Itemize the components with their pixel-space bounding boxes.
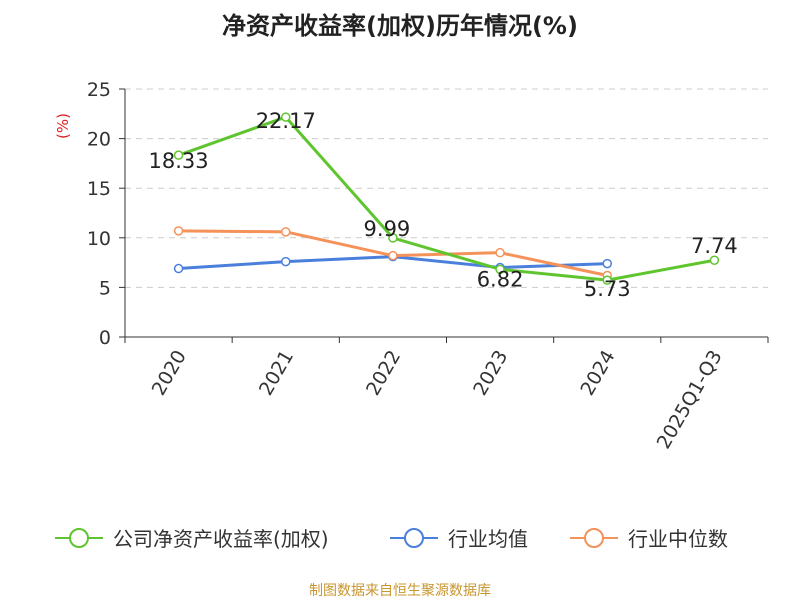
y-tick-label: 0 xyxy=(99,327,111,349)
data-point xyxy=(495,264,505,275)
series-line xyxy=(178,115,715,282)
legend-marker xyxy=(404,528,424,548)
data-label: 18.33 xyxy=(149,149,209,173)
data-point xyxy=(173,150,184,160)
legend-label: 行业中位数 xyxy=(628,527,728,551)
x-tick-label: 2023 xyxy=(469,347,512,400)
data-point xyxy=(281,112,291,122)
data-point xyxy=(709,255,720,265)
data-label: 22.17 xyxy=(256,109,316,133)
x-tick-label: 2020 xyxy=(148,347,191,400)
y-axis-label: (%) xyxy=(54,113,72,139)
data-label: 9.99 xyxy=(364,217,411,241)
data-point xyxy=(281,256,291,267)
x-tick-label: 2021 xyxy=(255,347,298,400)
series-lines xyxy=(173,112,720,285)
legend-marker xyxy=(69,528,89,548)
grid-lines xyxy=(125,88,768,288)
data-label: 6.82 xyxy=(477,267,524,291)
data-point xyxy=(495,247,505,258)
x-tick-label: 2022 xyxy=(362,347,405,400)
y-tick-label: 15 xyxy=(87,178,111,200)
data-labels: 18.33 22.17 9.99 6.82 5.73 7.74 xyxy=(149,109,738,301)
data-point xyxy=(602,275,612,285)
data-point xyxy=(173,226,184,236)
data-point xyxy=(173,263,184,274)
legend: 公司净资产收益率(加权) 行业均值 行业中位数 xyxy=(55,527,728,551)
y-tick-label: 10 xyxy=(87,228,111,250)
data-label: 5.73 xyxy=(584,277,631,301)
x-tick-label: 2024 xyxy=(576,347,619,400)
data-point xyxy=(602,258,612,269)
data-point xyxy=(388,250,398,261)
legend-label: 公司净资产收益率(加权) xyxy=(113,527,329,551)
data-point xyxy=(281,227,291,237)
source-note: 制图数据来自恒生聚源数据库 xyxy=(309,583,491,599)
y-tick-label: 5 xyxy=(99,277,111,299)
y-tick-label: 25 xyxy=(87,79,111,101)
data-point xyxy=(388,233,398,243)
y-tick-label: 20 xyxy=(87,129,111,151)
axes: 0 5 10 15 20 25 2020 2021 2022 2023 2024 2025Q1-Q3 (… xyxy=(54,79,769,453)
data-label: 7.74 xyxy=(691,234,738,258)
legend-label: 行业均值 xyxy=(448,527,528,551)
legend-marker xyxy=(584,528,604,548)
chart-title: 净资产收益率(加权)历年情况(%) xyxy=(222,12,578,40)
x-tick-label: 2025Q1-Q3 xyxy=(653,347,727,453)
